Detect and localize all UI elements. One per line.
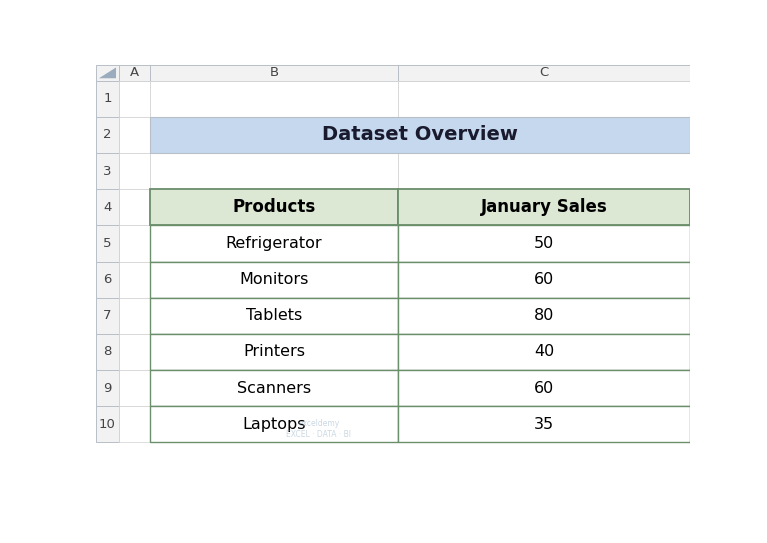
Bar (150, 298, 398, 334)
Text: Scanners: Scanners (237, 381, 311, 396)
Bar (119, 153, 150, 189)
Text: Laptops: Laptops (242, 417, 306, 432)
Bar (150, 225, 398, 262)
Bar (119, 370, 150, 406)
Text: 1: 1 (104, 92, 112, 105)
Bar (96, 117, 119, 153)
Bar (96, 262, 119, 298)
Bar (150, 65, 398, 80)
Bar (150, 334, 398, 370)
Bar (119, 262, 150, 298)
Text: 5: 5 (104, 237, 112, 250)
Text: A: A (130, 66, 139, 79)
Bar (96, 80, 119, 117)
Text: Monitors: Monitors (239, 272, 309, 287)
Text: 4: 4 (104, 201, 112, 214)
Text: exceldemy
EXCEL · DATA · BI: exceldemy EXCEL · DATA · BI (286, 419, 351, 439)
Text: 3: 3 (104, 165, 112, 178)
Bar (398, 334, 690, 370)
Bar (96, 370, 119, 406)
Bar (398, 189, 690, 225)
Bar (96, 298, 119, 334)
Bar (398, 80, 690, 117)
Bar (150, 406, 398, 443)
Text: 80: 80 (534, 308, 555, 323)
Bar (398, 65, 690, 80)
Text: 60: 60 (534, 381, 555, 396)
Text: Tablets: Tablets (246, 308, 302, 323)
Text: 9: 9 (104, 382, 112, 395)
Bar (398, 153, 690, 189)
Text: 35: 35 (534, 417, 555, 432)
Bar (150, 117, 690, 153)
Bar (398, 370, 690, 406)
Bar (150, 262, 398, 298)
Bar (150, 80, 398, 117)
Bar (119, 298, 150, 334)
Text: 2: 2 (104, 128, 112, 141)
Bar (150, 406, 398, 443)
Text: Refrigerator: Refrigerator (225, 236, 322, 251)
Bar (398, 370, 690, 406)
Bar (398, 225, 690, 262)
Bar (150, 189, 398, 225)
Bar (398, 298, 690, 334)
Bar (398, 406, 690, 443)
Bar (398, 189, 690, 225)
Bar (150, 153, 398, 189)
Text: 10: 10 (99, 418, 116, 431)
Text: 7: 7 (104, 310, 112, 323)
Bar (398, 262, 690, 298)
Bar (150, 225, 398, 262)
Bar (398, 298, 690, 334)
Text: Dataset Overview: Dataset Overview (322, 125, 518, 144)
Bar (96, 189, 119, 225)
Text: 50: 50 (534, 236, 555, 251)
Bar (150, 370, 398, 406)
Text: 6: 6 (104, 273, 112, 286)
Bar (398, 406, 690, 443)
Bar (150, 370, 398, 406)
Text: January Sales: January Sales (481, 198, 607, 216)
Text: Products: Products (232, 198, 316, 216)
Bar (398, 262, 690, 298)
Text: 60: 60 (534, 272, 555, 287)
Bar (96, 406, 119, 443)
Bar (96, 334, 119, 370)
Bar (119, 80, 150, 117)
Bar (398, 117, 690, 153)
Text: B: B (269, 66, 278, 79)
Bar (150, 189, 398, 225)
Bar (119, 65, 150, 80)
Bar (119, 189, 150, 225)
Text: 8: 8 (104, 345, 112, 358)
Bar (398, 334, 690, 370)
Bar (119, 406, 150, 443)
Bar (150, 262, 398, 298)
Text: 40: 40 (534, 344, 555, 359)
Bar (96, 65, 119, 80)
Bar (119, 225, 150, 262)
Bar (150, 334, 398, 370)
Text: C: C (540, 66, 549, 79)
Bar (150, 117, 398, 153)
Bar (96, 153, 119, 189)
Bar (119, 117, 150, 153)
Polygon shape (99, 67, 116, 78)
Bar (398, 225, 690, 262)
Text: Printers: Printers (243, 344, 305, 359)
Bar (119, 334, 150, 370)
Bar (150, 298, 398, 334)
Bar (96, 225, 119, 262)
